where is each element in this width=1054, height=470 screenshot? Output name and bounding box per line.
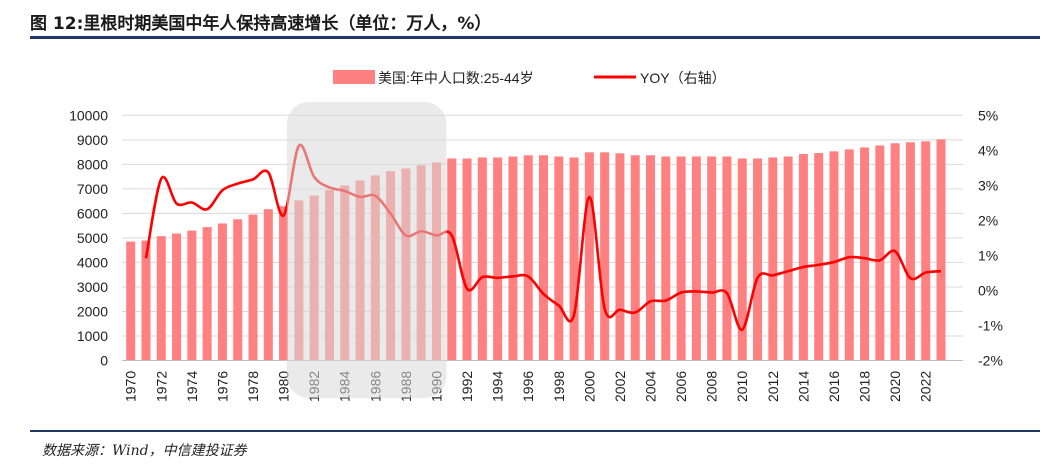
bar-1993 bbox=[477, 157, 487, 361]
bar-2012 bbox=[768, 157, 778, 361]
bar-2002 bbox=[615, 153, 625, 361]
bar-1972 bbox=[156, 236, 166, 361]
bar-1970 bbox=[126, 241, 136, 361]
x-tick-label: 2022 bbox=[918, 371, 934, 402]
x-tick-label: 1996 bbox=[520, 371, 536, 402]
bar-1971 bbox=[141, 240, 151, 361]
bar-1999 bbox=[569, 157, 579, 361]
bar-2019 bbox=[875, 145, 885, 361]
x-tick-label: 2018 bbox=[857, 371, 873, 402]
bar-2023 bbox=[936, 139, 946, 361]
bar-1992 bbox=[462, 158, 472, 361]
title-rule bbox=[30, 36, 1040, 39]
bar-2010 bbox=[737, 158, 747, 361]
bar-1991 bbox=[447, 158, 457, 361]
bar-1997 bbox=[538, 155, 548, 361]
bar-2009 bbox=[722, 156, 732, 361]
x-tick-label: 2006 bbox=[673, 371, 689, 402]
bar-1994 bbox=[493, 157, 503, 361]
x-tick-label: 2016 bbox=[826, 371, 842, 402]
y-left-tick-label: 5000 bbox=[77, 230, 108, 246]
y-left-tick-label: 7000 bbox=[77, 181, 108, 197]
bar-1976 bbox=[217, 223, 227, 361]
x-tick-label: 1974 bbox=[184, 371, 200, 402]
x-tick-label: 2010 bbox=[734, 371, 750, 402]
x-tick-label: 2002 bbox=[612, 371, 628, 402]
y-right-tick-label: 5% bbox=[978, 107, 998, 123]
bar-2021 bbox=[905, 142, 915, 361]
source-rule bbox=[30, 430, 1040, 432]
bar-2015 bbox=[814, 153, 824, 361]
x-tick-label: 2020 bbox=[887, 371, 903, 402]
y-right-tick-label: 3% bbox=[978, 177, 998, 193]
y-right-tick-label: 4% bbox=[978, 142, 998, 158]
bar-1995 bbox=[508, 156, 518, 361]
bar-2014 bbox=[798, 154, 808, 361]
bar-1975 bbox=[202, 227, 212, 361]
bar-2016 bbox=[829, 151, 839, 361]
bar-1998 bbox=[554, 156, 564, 361]
bar-2005 bbox=[661, 156, 671, 361]
highlight-region bbox=[286, 102, 447, 398]
bar-2017 bbox=[844, 149, 854, 361]
legend-swatch-bar bbox=[333, 70, 375, 84]
bar-2004 bbox=[646, 155, 656, 361]
legend-label-bar: 美国:年中人口数:25-44岁 bbox=[378, 70, 534, 86]
x-tick-label: 1992 bbox=[459, 371, 475, 402]
bar-2006 bbox=[676, 156, 686, 361]
x-tick-label: 1976 bbox=[214, 371, 230, 402]
bar-1980 bbox=[279, 206, 289, 361]
legend-label-line: YOY（右轴） bbox=[640, 70, 726, 86]
bar-1977 bbox=[233, 219, 243, 361]
bar-2013 bbox=[783, 156, 793, 361]
bar-2008 bbox=[707, 156, 717, 361]
source-note: 数据来源：Wind，中信建投证券 bbox=[42, 443, 247, 459]
x-tick-label: 2008 bbox=[704, 371, 720, 402]
y-right-tick-label: 0% bbox=[978, 282, 998, 298]
x-tick-label: 1994 bbox=[490, 371, 506, 402]
bar-2007 bbox=[691, 156, 701, 361]
bar-1978 bbox=[248, 214, 258, 361]
x-tick-label: 2014 bbox=[795, 371, 811, 402]
x-tick-label: 1970 bbox=[123, 371, 139, 402]
y-left-tick-label: 1000 bbox=[77, 328, 108, 344]
chart: 0 1000 2000 3000 4000 5000 6000 7000 8000 9000 100… bbox=[69, 70, 1003, 402]
y-right-tick-label: -2% bbox=[978, 353, 1003, 369]
y-left-tick-label: 9000 bbox=[77, 132, 108, 148]
y-left-tick-label: 6000 bbox=[77, 205, 108, 221]
y-right-tick-label: 2% bbox=[978, 212, 998, 228]
figure-title: 图 12:里根时期美国中年人保持高速增长（单位：万人，%） bbox=[30, 14, 492, 34]
x-tick-label: 2000 bbox=[581, 371, 597, 402]
bar-1979 bbox=[263, 209, 273, 361]
bar-2000 bbox=[584, 152, 594, 361]
bar-1974 bbox=[187, 230, 197, 361]
y-right-tick-label: -1% bbox=[978, 317, 1003, 333]
bar-1996 bbox=[523, 155, 533, 361]
bar-2003 bbox=[630, 155, 640, 361]
y-left-tick-label: 3000 bbox=[77, 279, 108, 295]
y-right-tick-label: 1% bbox=[978, 247, 998, 263]
bar-2011 bbox=[753, 158, 763, 361]
x-tick-label: 2012 bbox=[765, 371, 781, 402]
bar-2018 bbox=[860, 147, 870, 361]
x-tick-label: 1972 bbox=[153, 371, 169, 402]
bar-2022 bbox=[921, 141, 931, 361]
x-tick-label: 1978 bbox=[245, 371, 261, 402]
y-left-tick-label: 4000 bbox=[77, 254, 108, 270]
y-left-tick-label: 0 bbox=[100, 353, 108, 369]
yoy-line bbox=[144, 143, 942, 331]
bar-1973 bbox=[172, 233, 182, 361]
x-tick-label: 1998 bbox=[551, 371, 567, 402]
bar-2001 bbox=[600, 152, 610, 361]
x-tick-label: 2004 bbox=[643, 371, 659, 402]
y-left-tick-label: 8000 bbox=[77, 156, 108, 172]
y-left-tick-label: 2000 bbox=[77, 303, 108, 319]
y-left-tick-label: 10000 bbox=[69, 107, 108, 123]
